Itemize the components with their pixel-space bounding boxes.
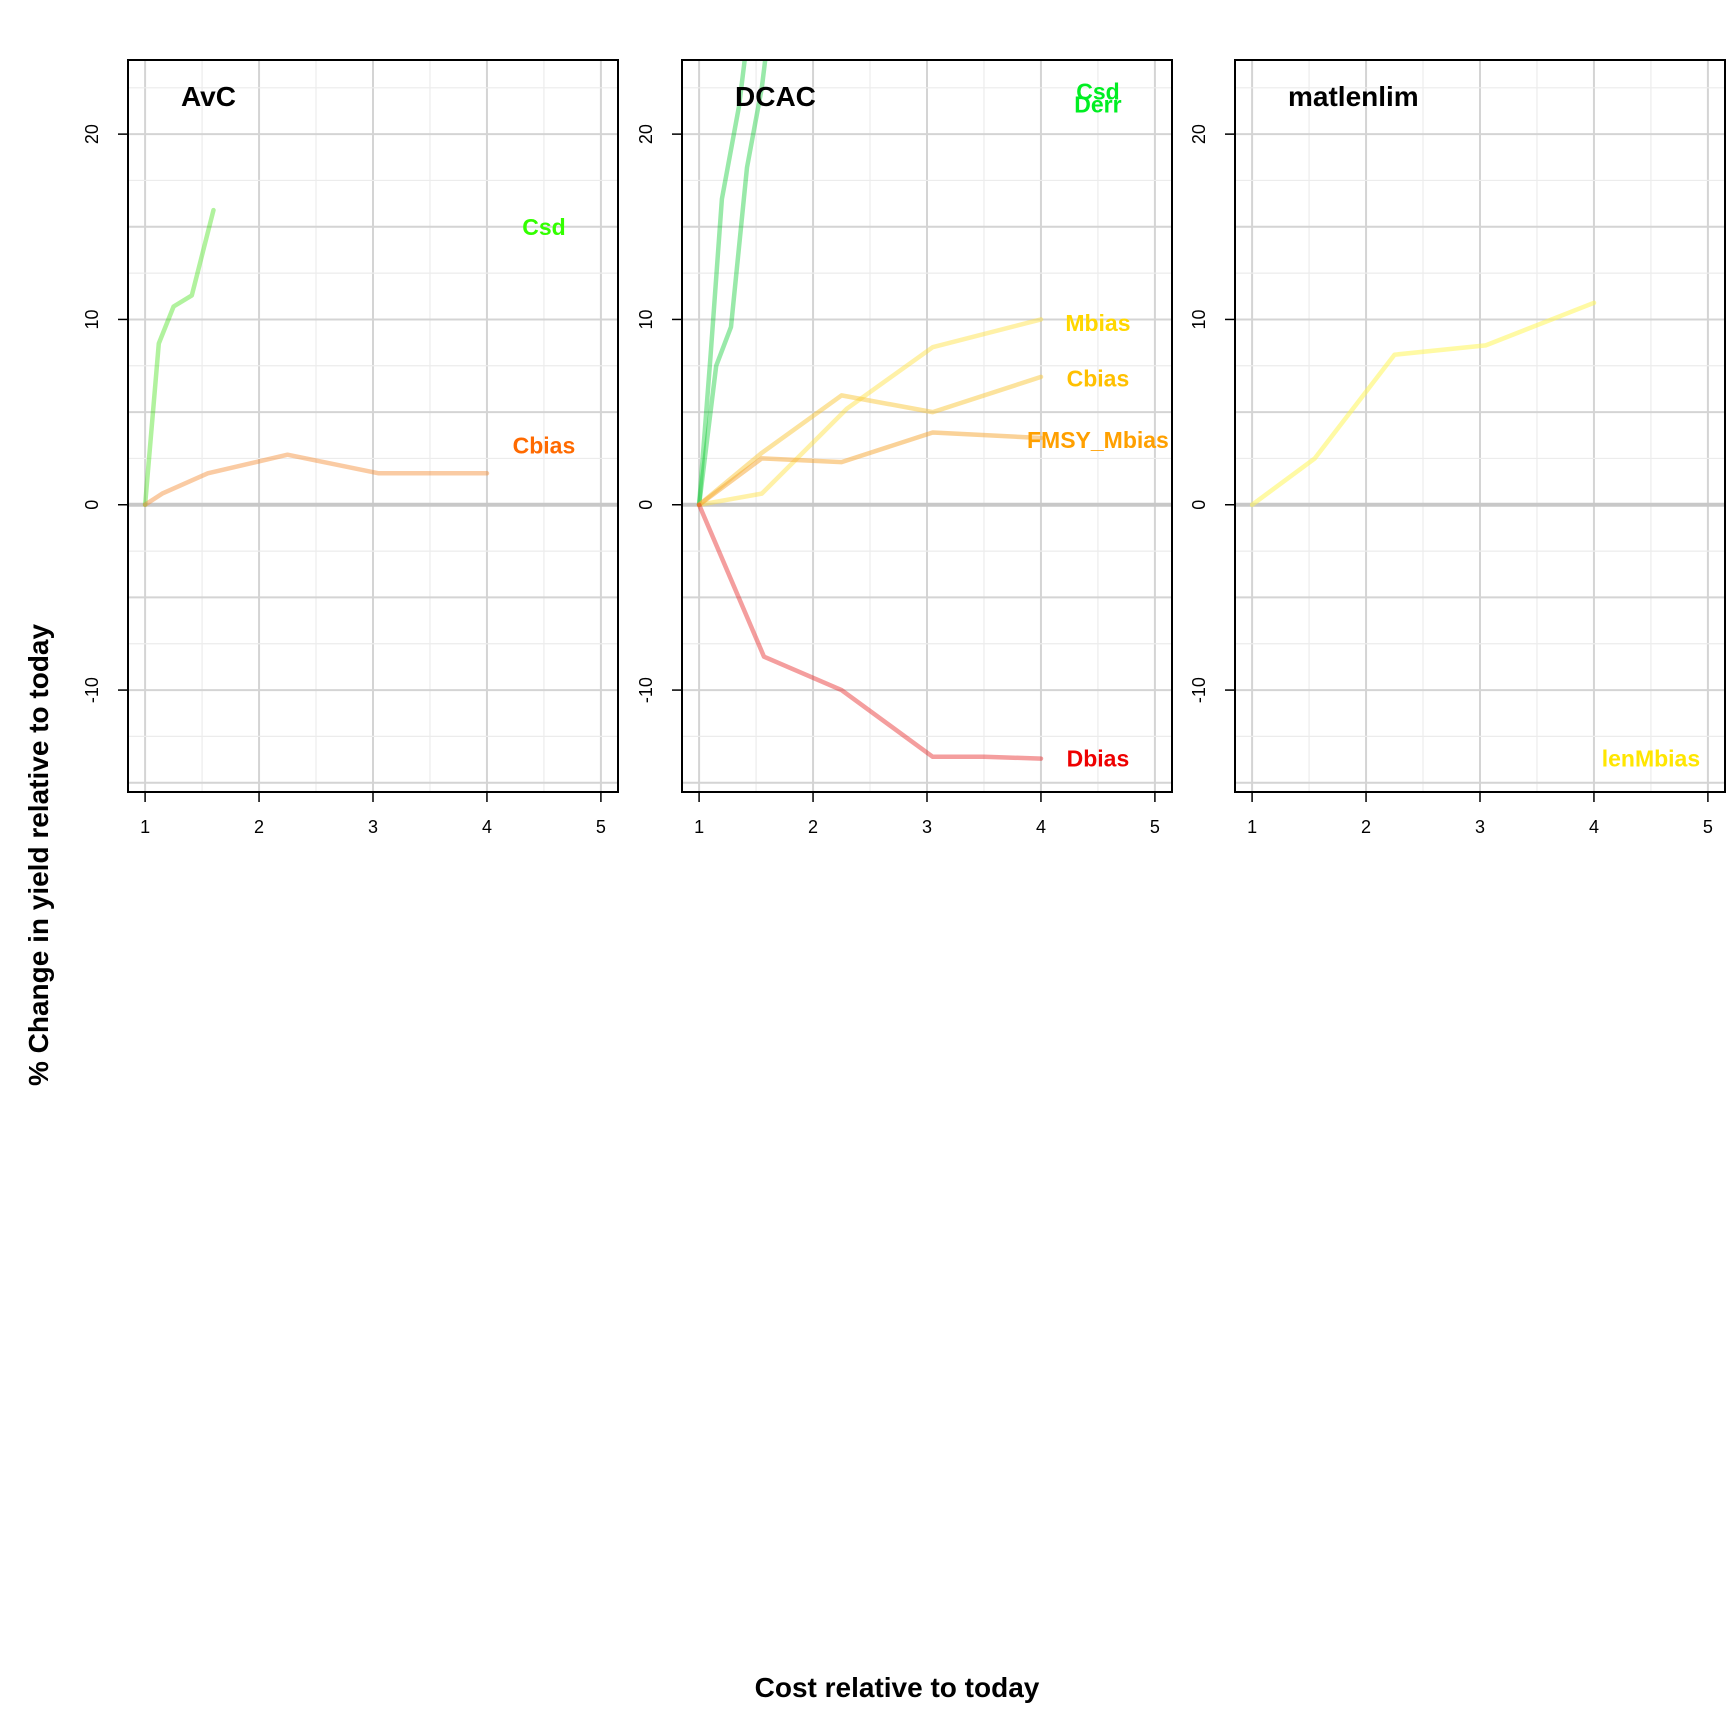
x-tick-label: 5: [1150, 817, 1160, 837]
series-label-dbias: Dbias: [1067, 746, 1130, 772]
x-axis: 1 2 3 4 5: [1247, 791, 1713, 837]
y-tick-label: 10: [82, 309, 102, 329]
x-tick-label: 2: [808, 817, 818, 837]
grid: [128, 60, 618, 792]
x-axis: 1 2 3 4 5: [140, 791, 606, 837]
y-axis: -10 0 10 20: [1189, 124, 1235, 703]
y-tick-label: 0: [1189, 500, 1209, 510]
panel-title: AvC: [181, 81, 236, 112]
x-axis-title: Cost relative to today: [755, 1672, 1040, 1703]
x-tick-label: 5: [596, 817, 606, 837]
y-axis: -10 0 10 20: [636, 124, 682, 703]
x-tick-label: 3: [1475, 817, 1485, 837]
series-label-cbias: Cbias: [1067, 366, 1130, 392]
panel-title: DCAC: [735, 81, 816, 112]
series-line-fmsy_mbias: [696, 430, 1044, 508]
series-line-csd: [142, 207, 216, 508]
series-label-derr: Derr: [1074, 91, 1121, 117]
x-tick-label: 3: [922, 817, 932, 837]
x-tick-label: 4: [1589, 817, 1599, 837]
y-tick-label: 20: [82, 124, 102, 144]
series-label-csd: Csd: [522, 214, 565, 240]
x-tick-label: 1: [694, 817, 704, 837]
y-tick-label: 10: [636, 309, 656, 329]
y-tick-label: 10: [1189, 309, 1209, 329]
x-tick-label: 4: [482, 817, 492, 837]
series-label-fmsy_mbias: FMSY_Mbias: [1027, 427, 1169, 453]
series-line-derr: [696, 60, 768, 508]
y-tick-label: 20: [636, 124, 656, 144]
y-axis: -10 0 10 20: [82, 124, 128, 703]
panel-avc: Csd Cbias AvC 1 2 3 4 5 -10 0 10 20: [82, 59, 619, 837]
series-label-cbias: Cbias: [513, 432, 576, 458]
x-tick-label: 1: [1247, 817, 1257, 837]
series-line-cbias: [696, 374, 1044, 508]
series-line-lenmbias: [1249, 300, 1597, 508]
y-axis-title: % Change in yield relative to today: [23, 624, 54, 1087]
panel-matlenlim: lenMbias matlenlim 1 2 3 4 5 -10 0 10 20: [1189, 59, 1726, 837]
x-tick-label: 5: [1703, 817, 1713, 837]
series-line-dbias: [696, 502, 1044, 761]
y-tick-label: -10: [1189, 677, 1209, 703]
y-tick-label: 20: [1189, 124, 1209, 144]
series-label-lenmbias: lenMbias: [1602, 746, 1700, 772]
panel-title: matlenlim: [1288, 81, 1419, 112]
x-tick-label: 3: [368, 817, 378, 837]
x-tick-label: 2: [254, 817, 264, 837]
x-tick-label: 4: [1036, 817, 1046, 837]
y-tick-label: 0: [82, 500, 102, 510]
x-tick-label: 2: [1361, 817, 1371, 837]
series-line-csd: [696, 60, 747, 508]
series-line-cbias: [142, 452, 490, 508]
x-axis: 1 2 3 4 5: [694, 791, 1160, 837]
y-tick-label: -10: [636, 677, 656, 703]
series-line-mbias: [696, 317, 1044, 508]
x-tick-label: 1: [140, 817, 150, 837]
series-label-mbias: Mbias: [1065, 310, 1130, 336]
y-tick-label: -10: [82, 677, 102, 703]
y-tick-label: 0: [636, 500, 656, 510]
series-label-csd: Csd: [1076, 79, 1119, 105]
grid: [1235, 60, 1725, 792]
